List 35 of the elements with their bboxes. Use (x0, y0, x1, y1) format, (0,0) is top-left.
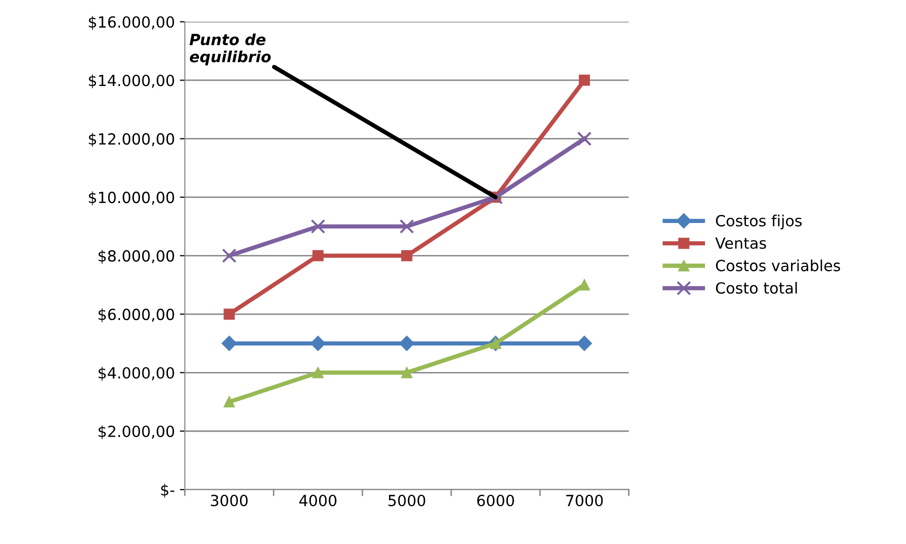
point (399, 336, 414, 351)
legend-label: Costos fijos (716, 214, 802, 230)
point (312, 250, 324, 262)
point (312, 367, 324, 378)
point (577, 131, 592, 146)
point (576, 336, 592, 351)
x-tick-label: 5000 (388, 494, 426, 506)
y-tick-label: $12.000,00 (88, 132, 174, 147)
point (224, 308, 235, 320)
point (222, 248, 237, 263)
x-tick-label: 6000 (477, 494, 514, 506)
point (310, 219, 326, 234)
point (400, 219, 414, 234)
y-tick-label: $16.000,00 (88, 16, 174, 30)
y-tick-label: $4.000,00 (98, 366, 174, 381)
y-tick-label: $- (161, 484, 174, 498)
point (578, 74, 590, 86)
legend-label: Ventas (715, 238, 766, 249)
y-tick-label: $14.000,00 (88, 74, 174, 88)
x-tick-label: 4000 (299, 494, 336, 506)
point (401, 250, 412, 262)
y-tick-label: $2.000,00 (98, 425, 174, 440)
annotation: Punto de equilibrio (190, 33, 271, 66)
point (578, 279, 590, 290)
legend-label: Costos variables (716, 260, 840, 272)
y-tick-label: $6.000,00 (98, 308, 174, 322)
point (401, 367, 412, 378)
x-tick-label: 3000 (210, 494, 248, 506)
point (310, 336, 326, 351)
y-tick-label: $10.000,00 (88, 191, 174, 206)
point (224, 396, 235, 408)
x-tick-label: 7000 (566, 494, 603, 506)
legend-label: Costo total (716, 282, 797, 294)
point (222, 336, 237, 351)
y-tick-label: $8.000,00 (98, 250, 174, 264)
